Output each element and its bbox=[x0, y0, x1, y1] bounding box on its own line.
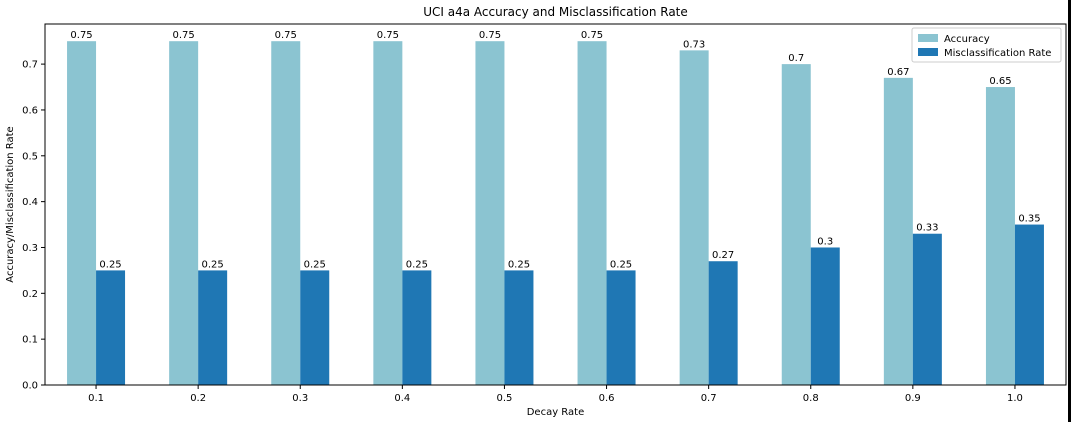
accuracy-bar-0.6 bbox=[577, 41, 607, 385]
plot-area: 0.75 0.25 0.75 0.25 0.75 0.25 0.75 0.25 0.75 0.25… bbox=[67, 30, 1044, 386]
misclassification-value-label-0.1: 0.25 bbox=[99, 259, 121, 270]
x-tick-label-0.6: 0.6 bbox=[599, 393, 615, 404]
misclassification-bar-0.3 bbox=[300, 270, 330, 385]
x-tick-label-0.9: 0.9 bbox=[905, 393, 921, 404]
misclassification-bar-0.2 bbox=[198, 270, 228, 385]
x-tick-label-0.4: 0.4 bbox=[394, 393, 410, 404]
y-tick-label-0.2: 0.2 bbox=[22, 289, 38, 300]
misclassification-bar-0.1 bbox=[96, 270, 126, 385]
misclassification-bar-0.8 bbox=[810, 247, 840, 385]
x-tick-label-0.5: 0.5 bbox=[496, 393, 512, 404]
accuracy-bar-0.4 bbox=[373, 41, 403, 385]
legend-swatch-misclassification bbox=[918, 48, 938, 56]
misclassification-value-label-0.6: 0.25 bbox=[610, 259, 632, 270]
misclassification-bar-0.7 bbox=[708, 261, 738, 385]
misclassification-bar-0.9 bbox=[912, 233, 942, 385]
misclassification-bar-0.4 bbox=[402, 270, 432, 385]
chart-title: UCI a4a Accuracy and Misclassification R… bbox=[423, 5, 688, 19]
misclassification-value-label-0.8: 0.3 bbox=[817, 236, 833, 247]
misclassification-value-label-0.4: 0.25 bbox=[406, 259, 428, 270]
accuracy-value-label-0.8: 0.7 bbox=[788, 53, 804, 64]
x-axis-label: Decay Rate bbox=[527, 407, 585, 418]
y-tick-label-0.7: 0.7 bbox=[22, 60, 38, 71]
accuracy-bar-1.0 bbox=[985, 87, 1015, 386]
accuracy-bar-0.5 bbox=[475, 41, 505, 385]
accuracy-value-label-0.7: 0.73 bbox=[683, 39, 705, 50]
misclassification-value-label-0.9: 0.33 bbox=[916, 223, 938, 234]
x-tick-label-0.2: 0.2 bbox=[190, 393, 206, 404]
legend-swatch-accuracy bbox=[918, 34, 938, 42]
misclassification-bar-1.0 bbox=[1014, 224, 1044, 385]
x-tick-label-1.0: 1.0 bbox=[1007, 393, 1023, 404]
misclassification-value-label-0.5: 0.25 bbox=[508, 259, 530, 270]
x-tick-label-0.7: 0.7 bbox=[701, 393, 717, 404]
y-tick-label-0.4: 0.4 bbox=[22, 197, 38, 208]
y-axis-label: Accuracy/Misclassification Rate bbox=[5, 126, 16, 282]
plot-frame bbox=[44, 23, 1067, 386]
accuracy-bar-0.7 bbox=[679, 50, 709, 385]
misclassification-value-label-0.3: 0.25 bbox=[304, 259, 326, 270]
axes: 0.1 0.2 0.3 0.4 0.5 0.6 0.7 0.8 0.9 1.0 0.0 0.1 0.2 0… bbox=[22, 23, 1067, 404]
legend: Accuracy Misclassification Rate bbox=[911, 27, 1062, 63]
misclassification-bar-0.6 bbox=[606, 270, 636, 385]
accuracy-value-label-0.4: 0.75 bbox=[377, 30, 399, 41]
accuracy-bar-0.3 bbox=[271, 41, 301, 385]
y-tick-label-0.5: 0.5 bbox=[22, 151, 38, 162]
accuracy-value-label-0.9: 0.67 bbox=[887, 67, 909, 78]
accuracy-value-label-0.6: 0.75 bbox=[581, 30, 603, 41]
misclassification-value-label-0.2: 0.25 bbox=[202, 259, 224, 270]
accuracy-value-label-0.1: 0.75 bbox=[70, 30, 92, 41]
legend-box bbox=[911, 27, 1062, 63]
accuracy-bar-0.9 bbox=[883, 77, 913, 385]
x-tick-label-0.1: 0.1 bbox=[88, 393, 104, 404]
window-edge-divider bbox=[1068, 0, 1071, 422]
y-tick-label-0.3: 0.3 bbox=[22, 243, 38, 254]
x-tick-label-0.8: 0.8 bbox=[803, 393, 819, 404]
y-tick-label-0.1: 0.1 bbox=[22, 335, 38, 346]
legend-label-accuracy: Accuracy bbox=[944, 34, 990, 45]
y-tick-label-0.0: 0.0 bbox=[22, 381, 38, 392]
legend-label-misclassification: Misclassification Rate bbox=[944, 48, 1051, 59]
accuracy-bar-0.2 bbox=[169, 41, 199, 385]
misclassification-value-label-1.0: 0.35 bbox=[1018, 214, 1040, 225]
accuracy-bar-0.8 bbox=[781, 64, 811, 385]
accuracy-value-label-1.0: 0.65 bbox=[989, 76, 1011, 87]
accuracy-bar-0.1 bbox=[67, 41, 97, 385]
misclassification-value-label-0.7: 0.27 bbox=[712, 250, 734, 261]
y-tick-label-0.6: 0.6 bbox=[22, 105, 38, 116]
x-tick-label-0.3: 0.3 bbox=[292, 393, 308, 404]
accuracy-value-label-0.5: 0.75 bbox=[479, 30, 501, 41]
accuracy-value-label-0.2: 0.75 bbox=[173, 30, 195, 41]
misclassification-bar-0.5 bbox=[504, 270, 534, 385]
accuracy-value-label-0.3: 0.75 bbox=[275, 30, 297, 41]
